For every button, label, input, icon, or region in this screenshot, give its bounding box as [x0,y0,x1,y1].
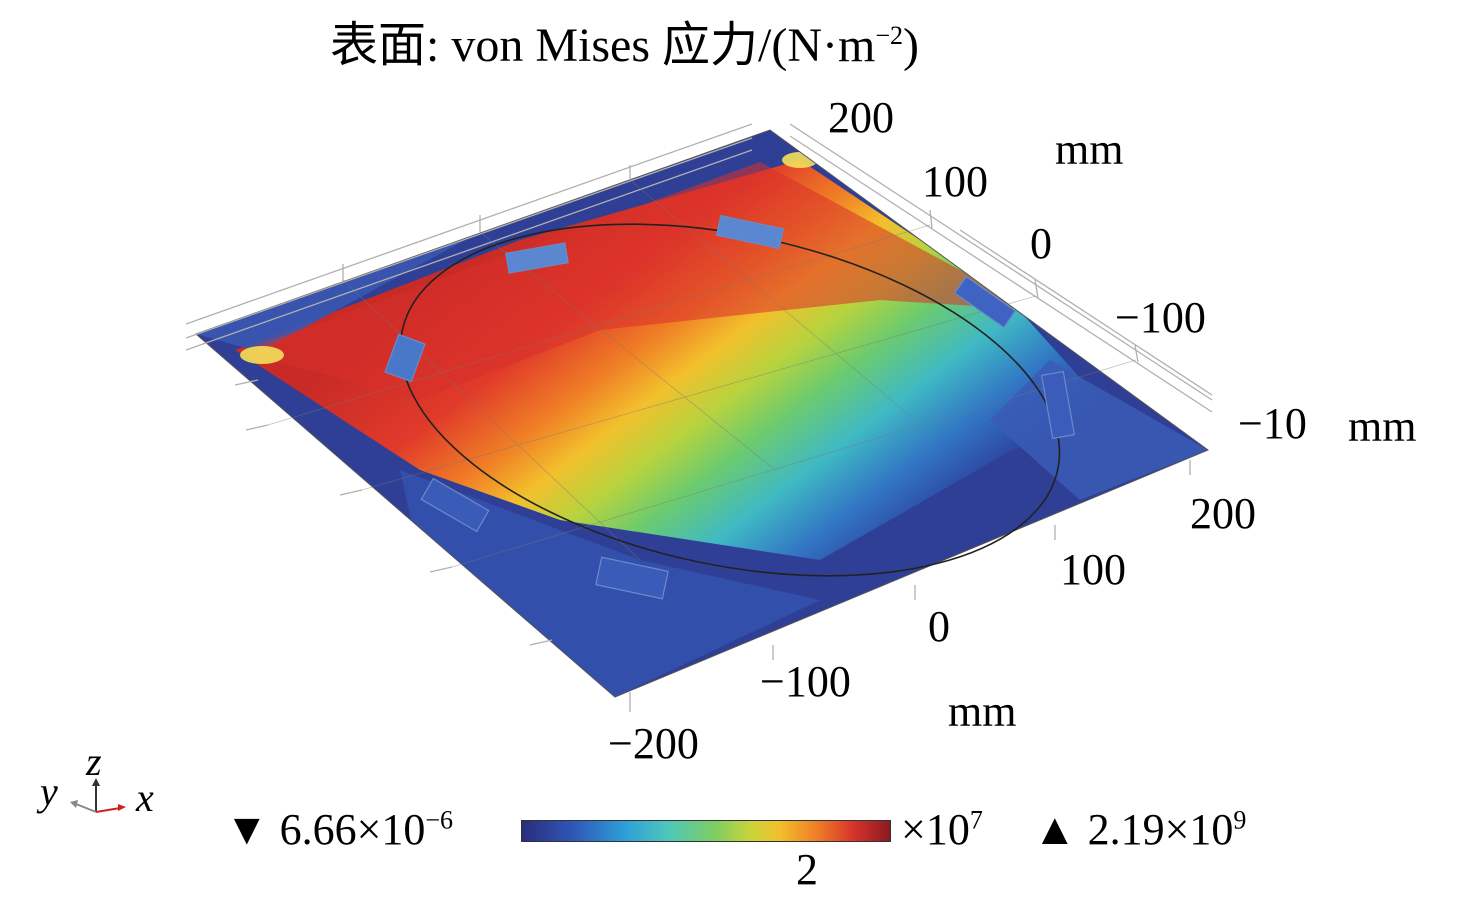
triad-arrows [70,778,126,813]
z-tick-0: 0 [1030,219,1052,268]
axis-frame [185,123,1213,712]
x-tick-minus-200: −200 [608,719,699,768]
max-value: 2.19×10 [1087,805,1234,854]
plate-outline [195,129,1210,698]
pad-2 [715,214,785,250]
hot-spot-top [782,152,818,168]
pad-7 [384,333,426,383]
x-tick-minus-100: −100 [760,657,851,706]
title-exponent: −2 [875,21,903,50]
min-value: 6.66×10 [279,805,426,854]
axis-triad: y z x [30,742,180,828]
hot-spot-left [240,346,284,364]
scale-exponent: 7 [969,805,983,835]
plot-title: 表面: von Mises 应力/(N·m−2) [330,22,919,70]
pads [384,214,1076,600]
z-tick-100: 100 [922,157,988,206]
scale-value: ×10 [901,805,970,854]
pad-6 [420,477,490,533]
colorbar [521,820,891,842]
legend-max: ▲ 2.19×109 [1033,805,1247,854]
legend-scale: ×107 [901,805,983,854]
pad-4 [1040,370,1076,440]
y-tick-minus-10: −10 [1238,399,1307,448]
colorbar-tick-2: 2 [796,845,818,894]
max-marker: ▲ [1033,805,1077,854]
pad-1 [505,242,569,274]
z-tick-200: 200 [828,93,894,142]
y-axis-unit: mm [1348,402,1417,451]
min-exponent: −6 [425,805,454,835]
min-marker: ▼ [225,805,269,854]
triad-y-label: y [40,769,58,814]
legend-min: ▼ 6.66×10−6 [225,805,454,854]
triad-z-label: z [86,739,102,784]
x-tick-100: 100 [1060,545,1126,594]
z-tick-minus-100: −100 [1115,293,1206,342]
x-axis-unit: mm [948,687,1017,736]
title-close: ) [903,19,919,72]
triad-x-label: x [136,775,154,820]
title-main: 表面: von Mises 应力/(N·m [330,19,876,72]
max-exponent: 9 [1233,805,1247,835]
x-tick-200: 200 [1190,489,1256,538]
pad-5 [595,556,669,600]
grid-lines [267,179,1137,568]
pad-3 [953,275,1017,329]
x-tick-0: 0 [928,602,950,651]
red-band [240,162,1040,400]
color-legend: ▼ 6.66×10−6 ×107 ▲ 2.19×109 2 [225,790,1345,894]
z-axis-unit: mm [1055,125,1124,174]
